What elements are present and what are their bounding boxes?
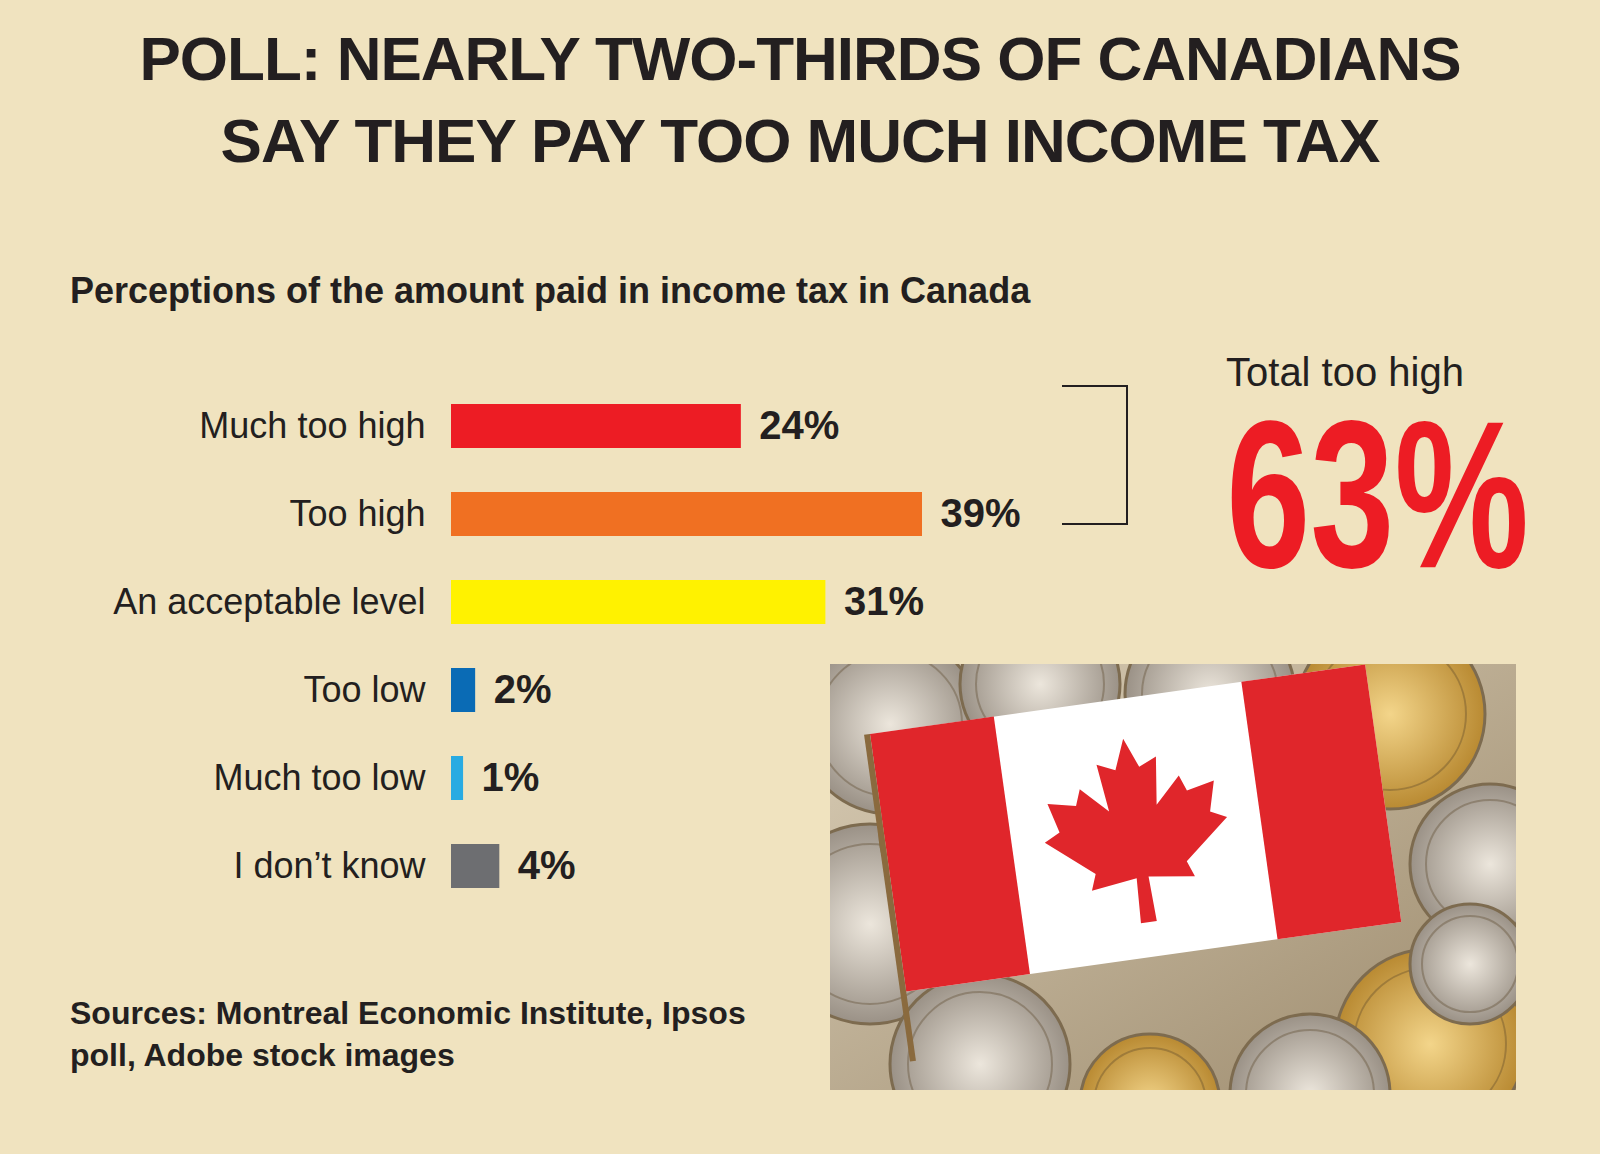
svg-text:An acceptable level: An acceptable level [113,581,425,622]
svg-text:Too low: Too low [303,669,426,710]
html-text:Perceptions of the amount paid: Perceptions of the amount paid in income… [70,270,1031,311]
svg-text:Too high: Too high [289,493,425,534]
svg-text:Much too low: Much too low [213,757,426,798]
svg-text:I don’t know: I don’t know [233,845,426,886]
html-text:Sources: Montreal Economic Ins: Sources: Montreal Economic Institute, Ip… [70,995,746,1073]
svg-text:2%: 2% [494,667,552,711]
svg-text:39%: 39% [941,491,1021,535]
svg-text:31%: 31% [844,579,924,623]
svg-text:Much too high: Much too high [199,405,425,446]
svg-text:1%: 1% [482,755,540,799]
svg-text:4%: 4% [518,843,576,887]
html-text:Total too high: Total too high [1226,350,1464,394]
svg-text:24%: 24% [759,403,839,447]
html-text:63%: 63% [1226,377,1529,612]
html-text:POLL: NEARLY TWO-THIRDS OF CAN: POLL: NEARLY TWO-THIRDS OF CANADIANS SAY… [139,24,1461,175]
